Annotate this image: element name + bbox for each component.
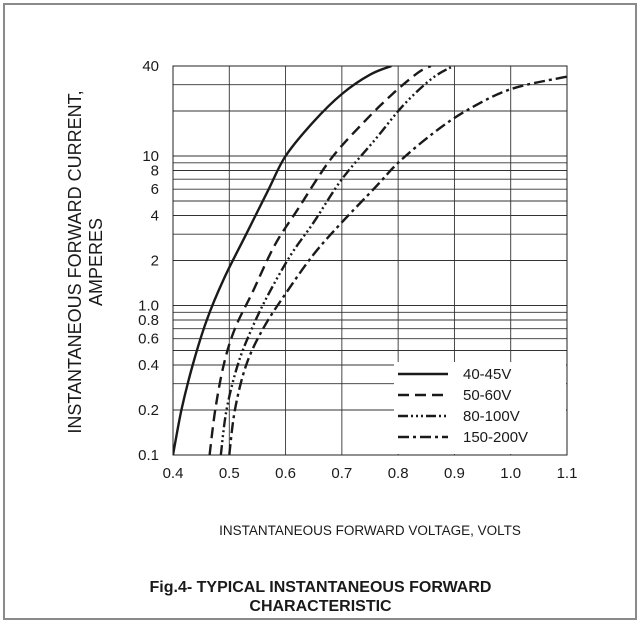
legend-label: 50-60V xyxy=(463,387,511,404)
legend-label: 40-45V xyxy=(463,366,511,383)
x-tick-label: 0.5 xyxy=(219,465,240,482)
plot-border xyxy=(172,65,568,456)
x-tick-label: 0.7 xyxy=(331,465,352,482)
series-group xyxy=(173,66,567,455)
y-tick-label: 40 xyxy=(142,58,159,75)
y-tick-label: 8 xyxy=(151,162,159,179)
y-tick-label: 2 xyxy=(151,253,159,270)
x-tick-label: 0.9 xyxy=(444,465,465,482)
y-tick-label: 4 xyxy=(151,207,159,224)
y-axis-label-line-2: AMPERES xyxy=(86,218,106,306)
legend-background xyxy=(394,362,566,454)
legend-label: 80-100V xyxy=(463,408,520,425)
y-tick-label: 6 xyxy=(151,181,159,198)
legend-label: 150-200V xyxy=(463,429,528,446)
y-tick-label: 0.1 xyxy=(138,447,159,464)
y-tick-label: 0.4 xyxy=(138,357,159,374)
y-tick-label: 0.6 xyxy=(138,331,159,348)
y-tick-label: 0.2 xyxy=(138,402,159,419)
x-tick-label: 0.4 xyxy=(163,465,184,482)
legend: 40-45V 50-60V 80-100V 150-200V xyxy=(394,362,566,454)
y-tick-label: 1.0 xyxy=(138,298,159,315)
x-tick-label: 1.0 xyxy=(500,465,521,482)
series-line-150-200V xyxy=(228,75,567,455)
series-line-50-60V xyxy=(208,66,432,455)
x-tick-label: 1.1 xyxy=(557,465,578,482)
y-axis-label: INSTANTANEOUS FORWARD CURRENT, AMPERES xyxy=(65,90,106,433)
x-tick-label: 0.6 xyxy=(275,465,296,482)
chart-title-line-1: Fig.4- TYPICAL INSTANTANEOUS FORWARD xyxy=(149,579,492,596)
x-tick-label: 0.8 xyxy=(388,465,409,482)
chart-title: Fig.4- TYPICAL INSTANTANEOUS FORWARD CHA… xyxy=(0,578,641,616)
chart-title-line-2: CHARACTERISTIC xyxy=(249,598,392,615)
y-axis-label-line-1: INSTANTANEOUS FORWARD CURRENT, xyxy=(65,90,85,433)
y-tick-label: 10 xyxy=(142,148,159,165)
series-line-80-100V xyxy=(219,66,454,455)
series-line-40-45V xyxy=(173,66,392,455)
x-axis-label: INSTANTANEOUS FORWARD VOLTAGE, VOLTS xyxy=(219,523,521,538)
y-tick-label: 0.8 xyxy=(138,312,159,329)
